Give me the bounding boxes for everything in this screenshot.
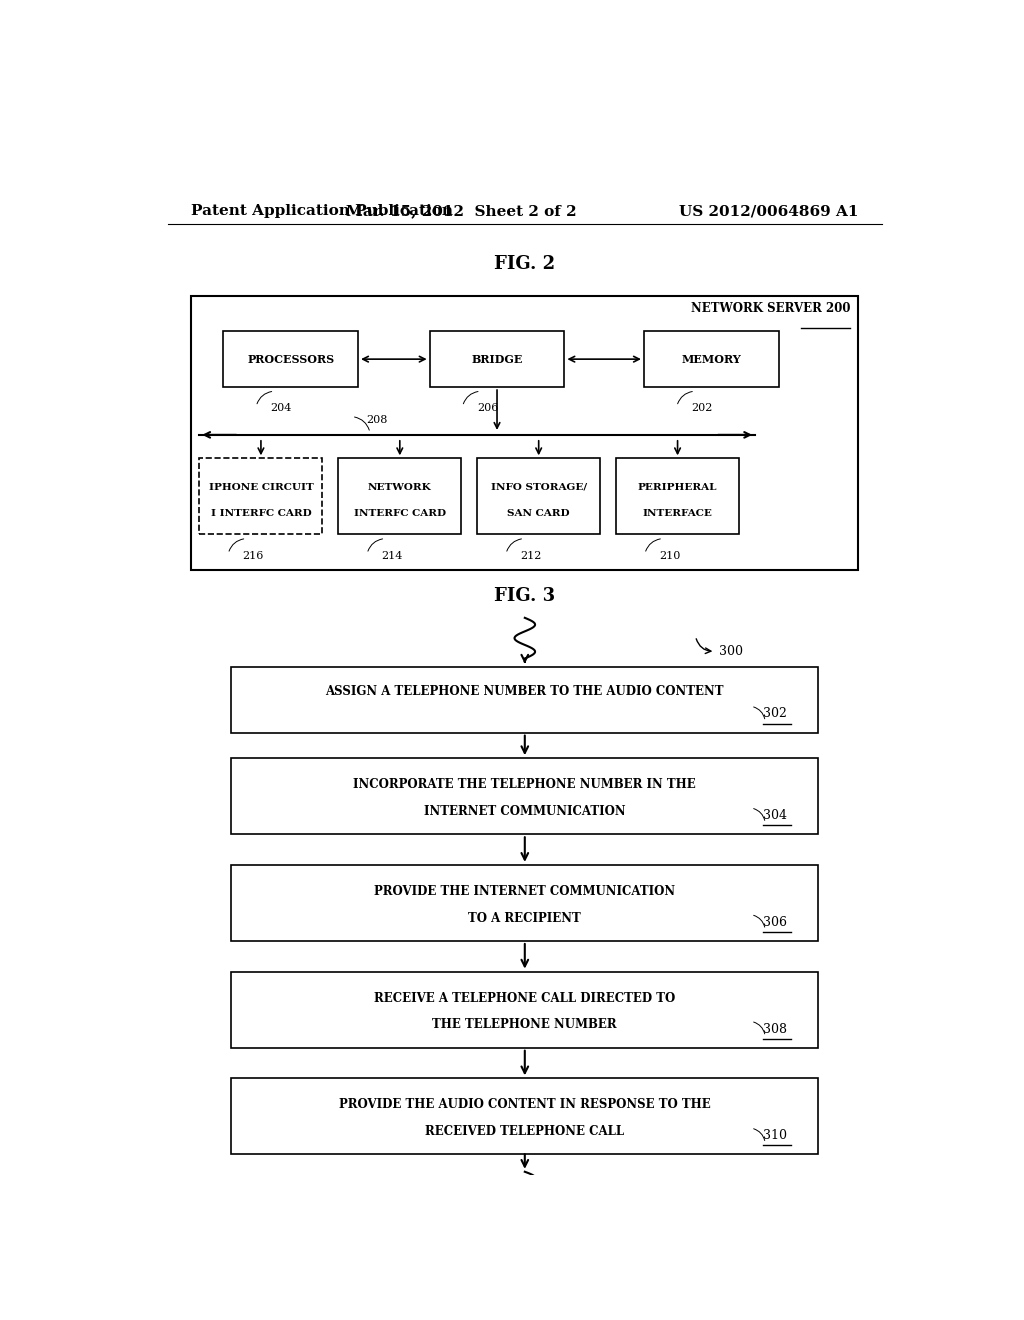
FancyBboxPatch shape <box>231 972 818 1048</box>
Text: MEMORY: MEMORY <box>681 354 741 364</box>
Text: IPHONE CIRCUIT: IPHONE CIRCUIT <box>209 483 313 492</box>
Text: 302: 302 <box>763 708 786 721</box>
Text: NETWORK SERVER 200: NETWORK SERVER 200 <box>690 302 850 314</box>
Text: SAN CARD: SAN CARD <box>507 508 570 517</box>
FancyBboxPatch shape <box>338 458 462 535</box>
FancyBboxPatch shape <box>644 331 779 387</box>
Text: 206: 206 <box>477 404 498 413</box>
Text: PERIPHERAL: PERIPHERAL <box>638 483 718 492</box>
Text: INCORPORATE THE TELEPHONE NUMBER IN THE: INCORPORATE THE TELEPHONE NUMBER IN THE <box>353 779 696 791</box>
FancyBboxPatch shape <box>616 458 739 535</box>
FancyBboxPatch shape <box>430 331 564 387</box>
Text: 216: 216 <box>243 550 264 561</box>
Text: INFO STORAGE/: INFO STORAGE/ <box>490 483 587 492</box>
Text: INTERFACE: INTERFACE <box>643 508 713 517</box>
Text: 208: 208 <box>367 414 387 425</box>
FancyBboxPatch shape <box>231 1078 818 1155</box>
FancyBboxPatch shape <box>191 296 858 570</box>
Text: RECEIVE A TELEPHONE CALL DIRECTED TO: RECEIVE A TELEPHONE CALL DIRECTED TO <box>374 991 676 1005</box>
FancyBboxPatch shape <box>231 758 818 834</box>
FancyBboxPatch shape <box>223 331 358 387</box>
Text: 212: 212 <box>520 550 542 561</box>
FancyBboxPatch shape <box>231 667 818 733</box>
Text: PROCESSORS: PROCESSORS <box>247 354 334 364</box>
Text: Mar. 15, 2012  Sheet 2 of 2: Mar. 15, 2012 Sheet 2 of 2 <box>346 205 577 218</box>
Text: FIG. 3: FIG. 3 <box>495 587 555 606</box>
Text: Patent Application Publication: Patent Application Publication <box>191 205 454 218</box>
Text: 210: 210 <box>659 550 681 561</box>
Text: US 2012/0064869 A1: US 2012/0064869 A1 <box>679 205 858 218</box>
Text: 300: 300 <box>719 645 743 657</box>
Text: NETWORK: NETWORK <box>368 483 432 492</box>
Text: THE TELEPHONE NUMBER: THE TELEPHONE NUMBER <box>432 1019 617 1031</box>
Text: PROVIDE THE AUDIO CONTENT IN RESPONSE TO THE: PROVIDE THE AUDIO CONTENT IN RESPONSE TO… <box>339 1098 711 1111</box>
Text: PROVIDE THE INTERNET COMMUNICATION: PROVIDE THE INTERNET COMMUNICATION <box>374 884 676 898</box>
Text: 214: 214 <box>381 550 402 561</box>
Text: INTERNET COMMUNICATION: INTERNET COMMUNICATION <box>424 805 626 818</box>
Text: 310: 310 <box>763 1130 786 1142</box>
Text: INTERFC CARD: INTERFC CARD <box>353 508 445 517</box>
Text: 306: 306 <box>763 916 786 929</box>
Text: 308: 308 <box>763 1023 786 1036</box>
Text: BRIDGE: BRIDGE <box>471 354 522 364</box>
Text: 202: 202 <box>691 404 713 413</box>
FancyBboxPatch shape <box>231 865 818 941</box>
Text: I INTERFC CARD: I INTERFC CARD <box>211 508 311 517</box>
FancyBboxPatch shape <box>200 458 323 535</box>
Text: FIG. 2: FIG. 2 <box>495 255 555 273</box>
Text: 204: 204 <box>270 404 292 413</box>
Text: RECEIVED TELEPHONE CALL: RECEIVED TELEPHONE CALL <box>425 1125 625 1138</box>
FancyBboxPatch shape <box>477 458 600 535</box>
Text: 304: 304 <box>763 809 786 822</box>
Text: TO A RECIPIENT: TO A RECIPIENT <box>468 912 582 924</box>
Text: ASSIGN A TELEPHONE NUMBER TO THE AUDIO CONTENT: ASSIGN A TELEPHONE NUMBER TO THE AUDIO C… <box>326 685 724 698</box>
